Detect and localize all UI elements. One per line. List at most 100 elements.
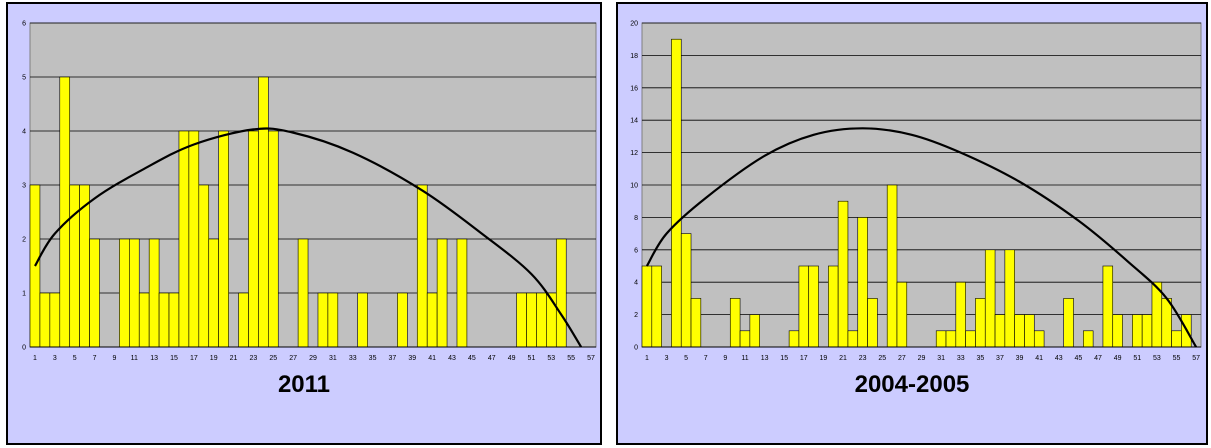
y-tick-label: 14 — [630, 118, 638, 125]
bar — [671, 38, 682, 348]
x-tick-label: 47 — [488, 355, 496, 362]
bar — [828, 265, 839, 348]
bar — [1063, 298, 1074, 348]
bar — [119, 238, 130, 348]
x-tick-label: 53 — [1153, 355, 1161, 362]
bar — [965, 330, 976, 348]
bar — [89, 238, 100, 348]
bar — [526, 292, 537, 348]
bar — [128, 238, 140, 348]
bar — [808, 265, 819, 348]
x-tick-label: 21 — [230, 355, 238, 362]
bar — [218, 130, 229, 348]
bar — [516, 292, 527, 348]
x-tick-label: 17 — [190, 355, 198, 362]
x-tick-label: 25 — [878, 355, 886, 362]
x-tick-label: 13 — [761, 355, 769, 362]
bar — [456, 238, 468, 348]
bar — [847, 330, 859, 348]
x-tick-label: 57 — [1192, 355, 1200, 362]
bar — [788, 330, 800, 348]
x-tick-label: 21 — [839, 355, 847, 362]
bar — [739, 330, 751, 348]
bar — [1024, 314, 1035, 348]
bar — [994, 314, 1006, 348]
x-tick-label: 53 — [547, 355, 555, 362]
x-tick-label: 23 — [250, 355, 258, 362]
bar — [555, 238, 567, 348]
x-tick-label: 37 — [389, 355, 397, 362]
bar — [984, 249, 996, 348]
x-tick-label: 3 — [665, 355, 669, 362]
bar — [39, 292, 51, 348]
bar — [1083, 330, 1094, 348]
x-tick-label: 11 — [741, 355, 748, 362]
bar — [198, 184, 210, 348]
x-tick-label: 7 — [704, 355, 708, 362]
bar — [168, 292, 180, 348]
y-tick-label: 18 — [630, 53, 638, 60]
x-tick-label: 51 — [1133, 355, 1141, 362]
bar — [798, 265, 810, 348]
x-tick-label: 51 — [528, 355, 536, 362]
x-tick-label: 13 — [150, 355, 158, 362]
bar — [896, 281, 908, 348]
y-tick-label: 4 — [634, 280, 638, 287]
x-tick-label: 43 — [448, 355, 456, 362]
x-tick-label: 23 — [859, 355, 867, 362]
y-tick-label: 16 — [630, 85, 638, 92]
bar — [975, 298, 986, 348]
x-tick-label: 41 — [428, 355, 436, 362]
bar — [1033, 330, 1045, 348]
bar — [749, 314, 760, 348]
x-tick-label: 57 — [587, 355, 595, 362]
x-tick-label: 49 — [508, 355, 516, 362]
x-tick-label: 31 — [329, 355, 337, 362]
bar — [857, 217, 868, 348]
x-tick-label: 19 — [210, 355, 218, 362]
x-tick-label: 41 — [1035, 355, 1043, 362]
x-tick-label: 19 — [820, 355, 828, 362]
chart-panel-2011: 0 1 2 3 4 5 6 1 3 5 7 9 11 13 15 17 19 21 23 25 27 29 31 33 35 37… — [6, 2, 602, 445]
bar — [69, 184, 80, 348]
bar — [49, 292, 61, 348]
x-tick-label: 49 — [1114, 355, 1122, 362]
bar — [148, 238, 160, 348]
bar — [188, 130, 200, 348]
bar — [837, 200, 849, 348]
y-tick-label: 8 — [634, 215, 638, 222]
y-tick-label: 4 — [22, 129, 26, 136]
bar — [536, 292, 547, 348]
x-tick-label: 15 — [780, 355, 788, 362]
x-tick-label: 55 — [567, 355, 575, 362]
x-tick-label: 35 — [369, 355, 377, 362]
bar — [1004, 249, 1015, 348]
bar — [945, 330, 957, 348]
bar — [1102, 265, 1114, 348]
bar — [208, 238, 219, 348]
bar — [357, 292, 368, 348]
x-tick-label: 15 — [170, 355, 178, 362]
y-tick-label: 0 — [634, 345, 638, 352]
x-tick-label: 45 — [1075, 355, 1083, 362]
x-tick-label: 39 — [408, 355, 416, 362]
x-tick-label: 37 — [996, 355, 1004, 362]
chart-panel-2004-2005: 0 2 4 6 8 10 12 14 16 18 20 1 3 5 7 9 11 13 15 17 19 21 23 25 27… — [616, 2, 1208, 445]
bar — [59, 76, 71, 348]
x-tick-label: 5 — [684, 355, 688, 362]
bar — [690, 298, 702, 348]
bar — [1132, 314, 1143, 348]
bar — [651, 265, 662, 348]
bar — [258, 76, 269, 348]
bar — [268, 130, 279, 348]
bar — [178, 130, 190, 348]
y-tick-label: 12 — [630, 150, 638, 157]
bar — [138, 292, 150, 348]
x-tick-label: 33 — [349, 355, 357, 362]
bar — [641, 265, 653, 348]
x-tick-label: 31 — [937, 355, 945, 362]
x-tick-label: 39 — [1016, 355, 1024, 362]
bar — [680, 233, 692, 348]
x-tick-label: 29 — [309, 355, 317, 362]
